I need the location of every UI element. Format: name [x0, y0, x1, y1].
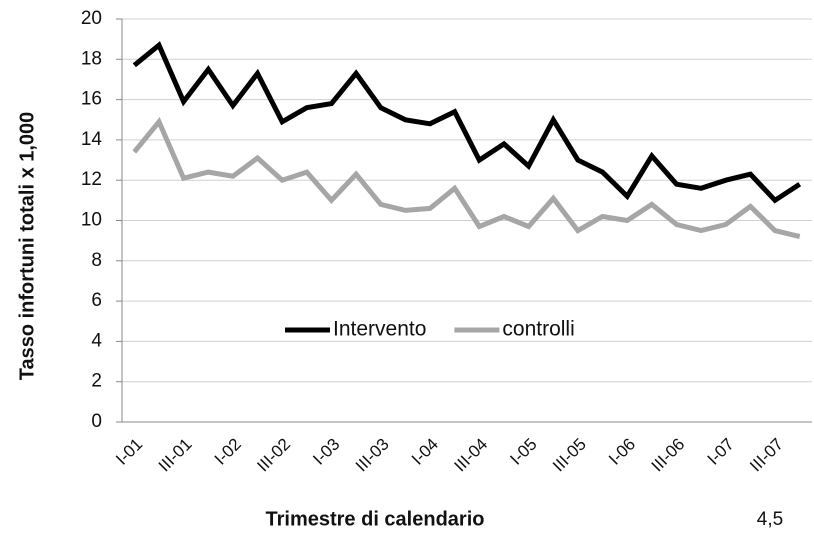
x-tick-label: III-07: [746, 435, 787, 476]
y-tick-label: 4: [91, 330, 102, 351]
y-tick-label: 6: [91, 290, 102, 311]
y-tick-label: 18: [81, 48, 102, 69]
x-tick-label: I-04: [408, 435, 442, 469]
x-tick-label: I-07: [704, 435, 738, 469]
y-tick-label: 0: [91, 411, 102, 432]
x-tick-label: III-02: [253, 435, 294, 476]
x-tick-label: III-04: [450, 435, 491, 476]
x-tick-label: III-06: [648, 435, 689, 476]
x-tick-label: III-03: [352, 435, 393, 476]
x-tick-label: I-01: [112, 435, 146, 469]
y-tick-label: 2: [91, 371, 102, 392]
series-line: [132, 117, 801, 240]
x-tick-label: I-05: [506, 435, 540, 469]
legend-label: controlli: [502, 318, 574, 341]
legend-label: Intervento: [333, 318, 426, 341]
x-tick-label: I-06: [605, 435, 639, 469]
x-tick-label: I-03: [309, 435, 343, 469]
y-tick-label: 12: [81, 169, 102, 190]
annotation: 4,5: [757, 509, 783, 530]
x-axis-title: Trimestre di calendario: [266, 508, 485, 530]
y-axis-title: Tasso infortuni totali x 1,000: [16, 112, 38, 381]
x-tick-label: I-02: [211, 435, 245, 469]
x-tick-label: III-05: [549, 435, 590, 476]
y-tick-label: 16: [81, 89, 102, 110]
y-tick-label: 10: [81, 210, 102, 231]
y-tick-label: 20: [81, 8, 102, 29]
y-tick-label: 14: [81, 129, 103, 150]
x-tick-label: III-01: [155, 435, 196, 476]
y-tick-label: 8: [91, 250, 102, 271]
series-line: [132, 41, 802, 204]
